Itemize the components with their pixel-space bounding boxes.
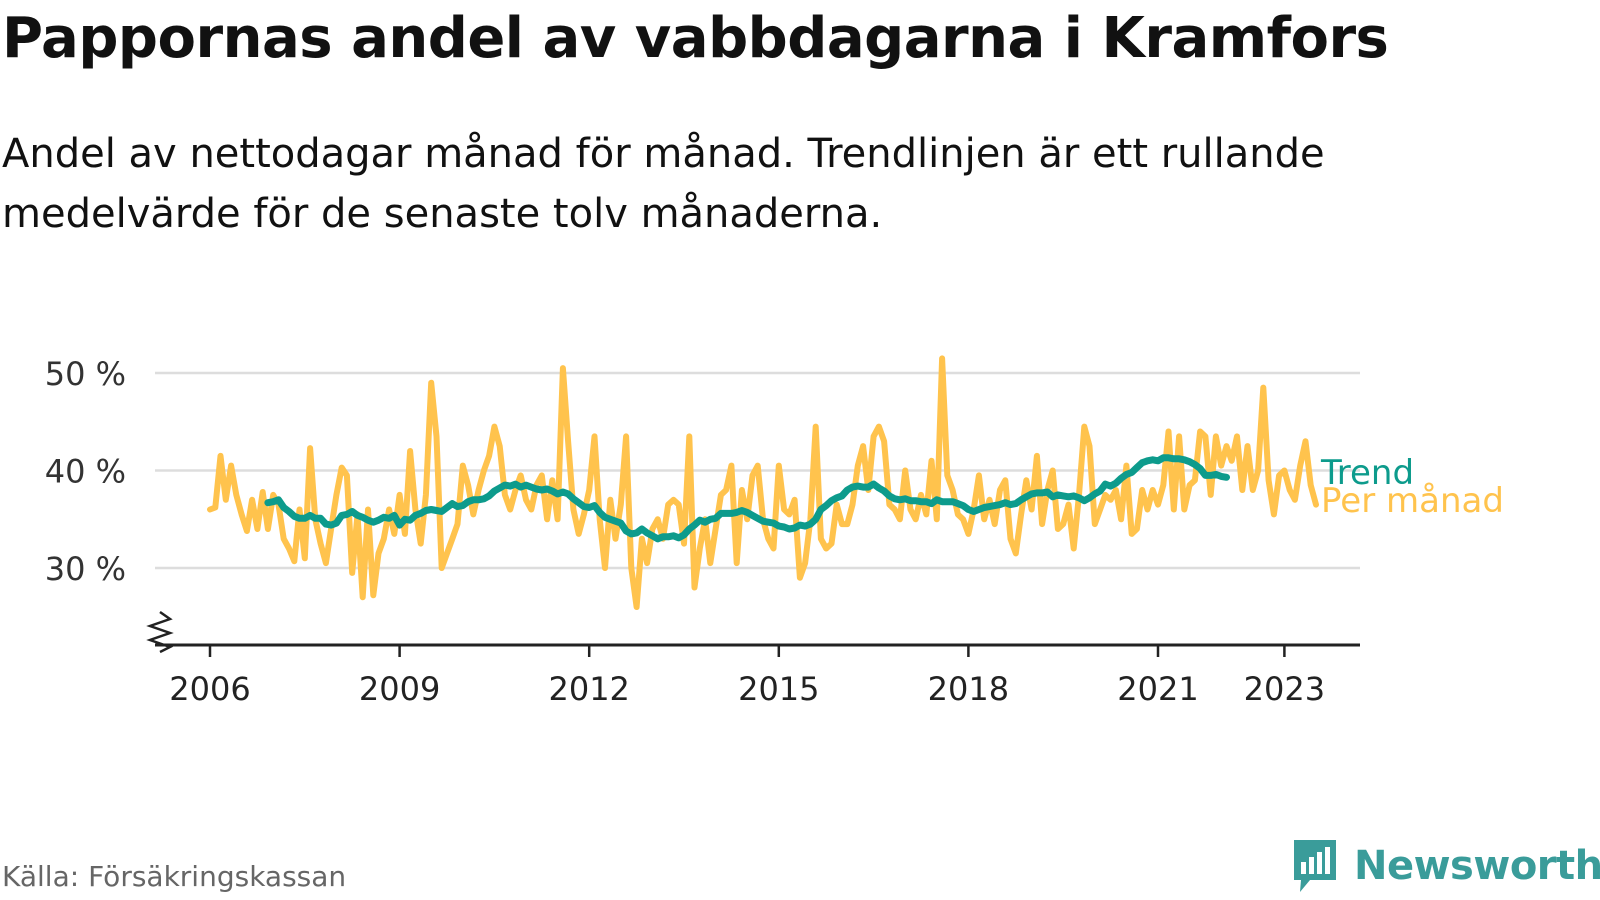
x-tick-label: 2015: [738, 670, 819, 708]
x-tick-label: 2006: [169, 670, 250, 708]
chart-title: Pappornas andel av vabbdagarna i Kramfor…: [2, 6, 1389, 71]
trend-series-label: Trend: [1320, 453, 1414, 493]
y-axis-ticks: 30 % 40 % 50 %: [45, 355, 126, 588]
x-tick-label: 2009: [359, 670, 440, 708]
y-tick-label: 40 %: [45, 453, 126, 491]
x-tick-label: 2018: [928, 670, 1009, 708]
brand-name: Newsworthy: [1354, 843, 1600, 889]
x-axis: [146, 610, 1360, 654]
source-note: Källa: Försäkringskassan: [2, 860, 347, 893]
series-lines: [207, 355, 1319, 610]
monthly-series-line: [207, 355, 1319, 610]
axis-break-icon: [146, 610, 174, 654]
x-axis-ticks: 2006 2009 2012 2015 2018 2021 2023: [169, 645, 1325, 708]
chart-subtitle: Andel av nettodagar månad för månad. Tre…: [2, 131, 1325, 237]
y-tick-label: 30 %: [45, 550, 126, 588]
trend-series-line: [264, 454, 1230, 543]
monthly-series-label: Per månad: [1321, 481, 1504, 521]
newsworthy-logo-icon: [1294, 840, 1336, 892]
x-tick-label: 2012: [548, 670, 629, 708]
x-tick-label: 2023: [1244, 670, 1325, 708]
y-tick-label: 50 %: [45, 355, 126, 393]
x-tick-label: 2021: [1117, 670, 1198, 708]
brand-logo: Newsworthy: [1290, 838, 1600, 894]
